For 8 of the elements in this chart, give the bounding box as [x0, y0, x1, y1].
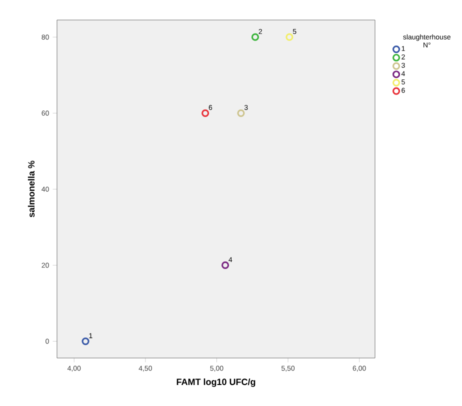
point: [221, 261, 230, 270]
x-axis-title: FAMT log10 UFC/g: [176, 378, 256, 387]
point: [251, 33, 260, 41]
point: [202, 109, 210, 117]
y-axis-title: salmonella %: [28, 160, 35, 218]
point: [82, 337, 90, 346]
point: [286, 33, 294, 41]
point: [237, 109, 245, 117]
